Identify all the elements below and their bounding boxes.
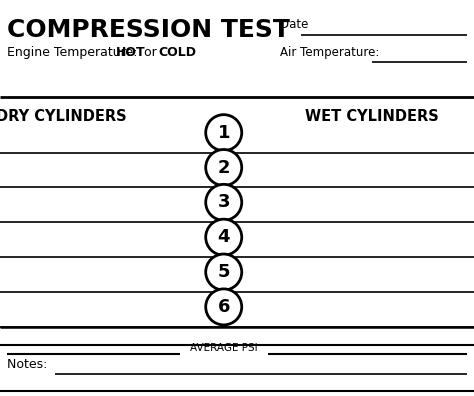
- Text: COMPRESSION TEST: COMPRESSION TEST: [7, 18, 290, 42]
- Text: AVERAGE PSI: AVERAGE PSI: [190, 343, 257, 353]
- Text: 5: 5: [218, 263, 230, 281]
- Text: WET CYLINDERS: WET CYLINDERS: [305, 109, 439, 124]
- Ellipse shape: [206, 289, 242, 325]
- Ellipse shape: [206, 219, 242, 255]
- Text: Date: Date: [280, 18, 312, 31]
- Ellipse shape: [206, 115, 242, 150]
- Text: 6: 6: [218, 298, 230, 316]
- Text: or: or: [140, 46, 161, 59]
- Text: 3: 3: [218, 193, 230, 211]
- Text: 1: 1: [218, 124, 230, 142]
- Text: DRY CYLINDERS: DRY CYLINDERS: [0, 109, 127, 124]
- Text: 2: 2: [218, 158, 230, 177]
- Text: HOT: HOT: [116, 46, 146, 59]
- Ellipse shape: [206, 185, 242, 220]
- Ellipse shape: [206, 150, 242, 185]
- Text: Air Temperature:: Air Temperature:: [280, 46, 383, 59]
- Text: 4: 4: [218, 228, 230, 246]
- Text: COLD: COLD: [159, 46, 197, 59]
- Ellipse shape: [206, 254, 242, 290]
- Text: Engine Temperature:: Engine Temperature:: [7, 46, 142, 59]
- Text: Notes:: Notes:: [7, 358, 52, 371]
